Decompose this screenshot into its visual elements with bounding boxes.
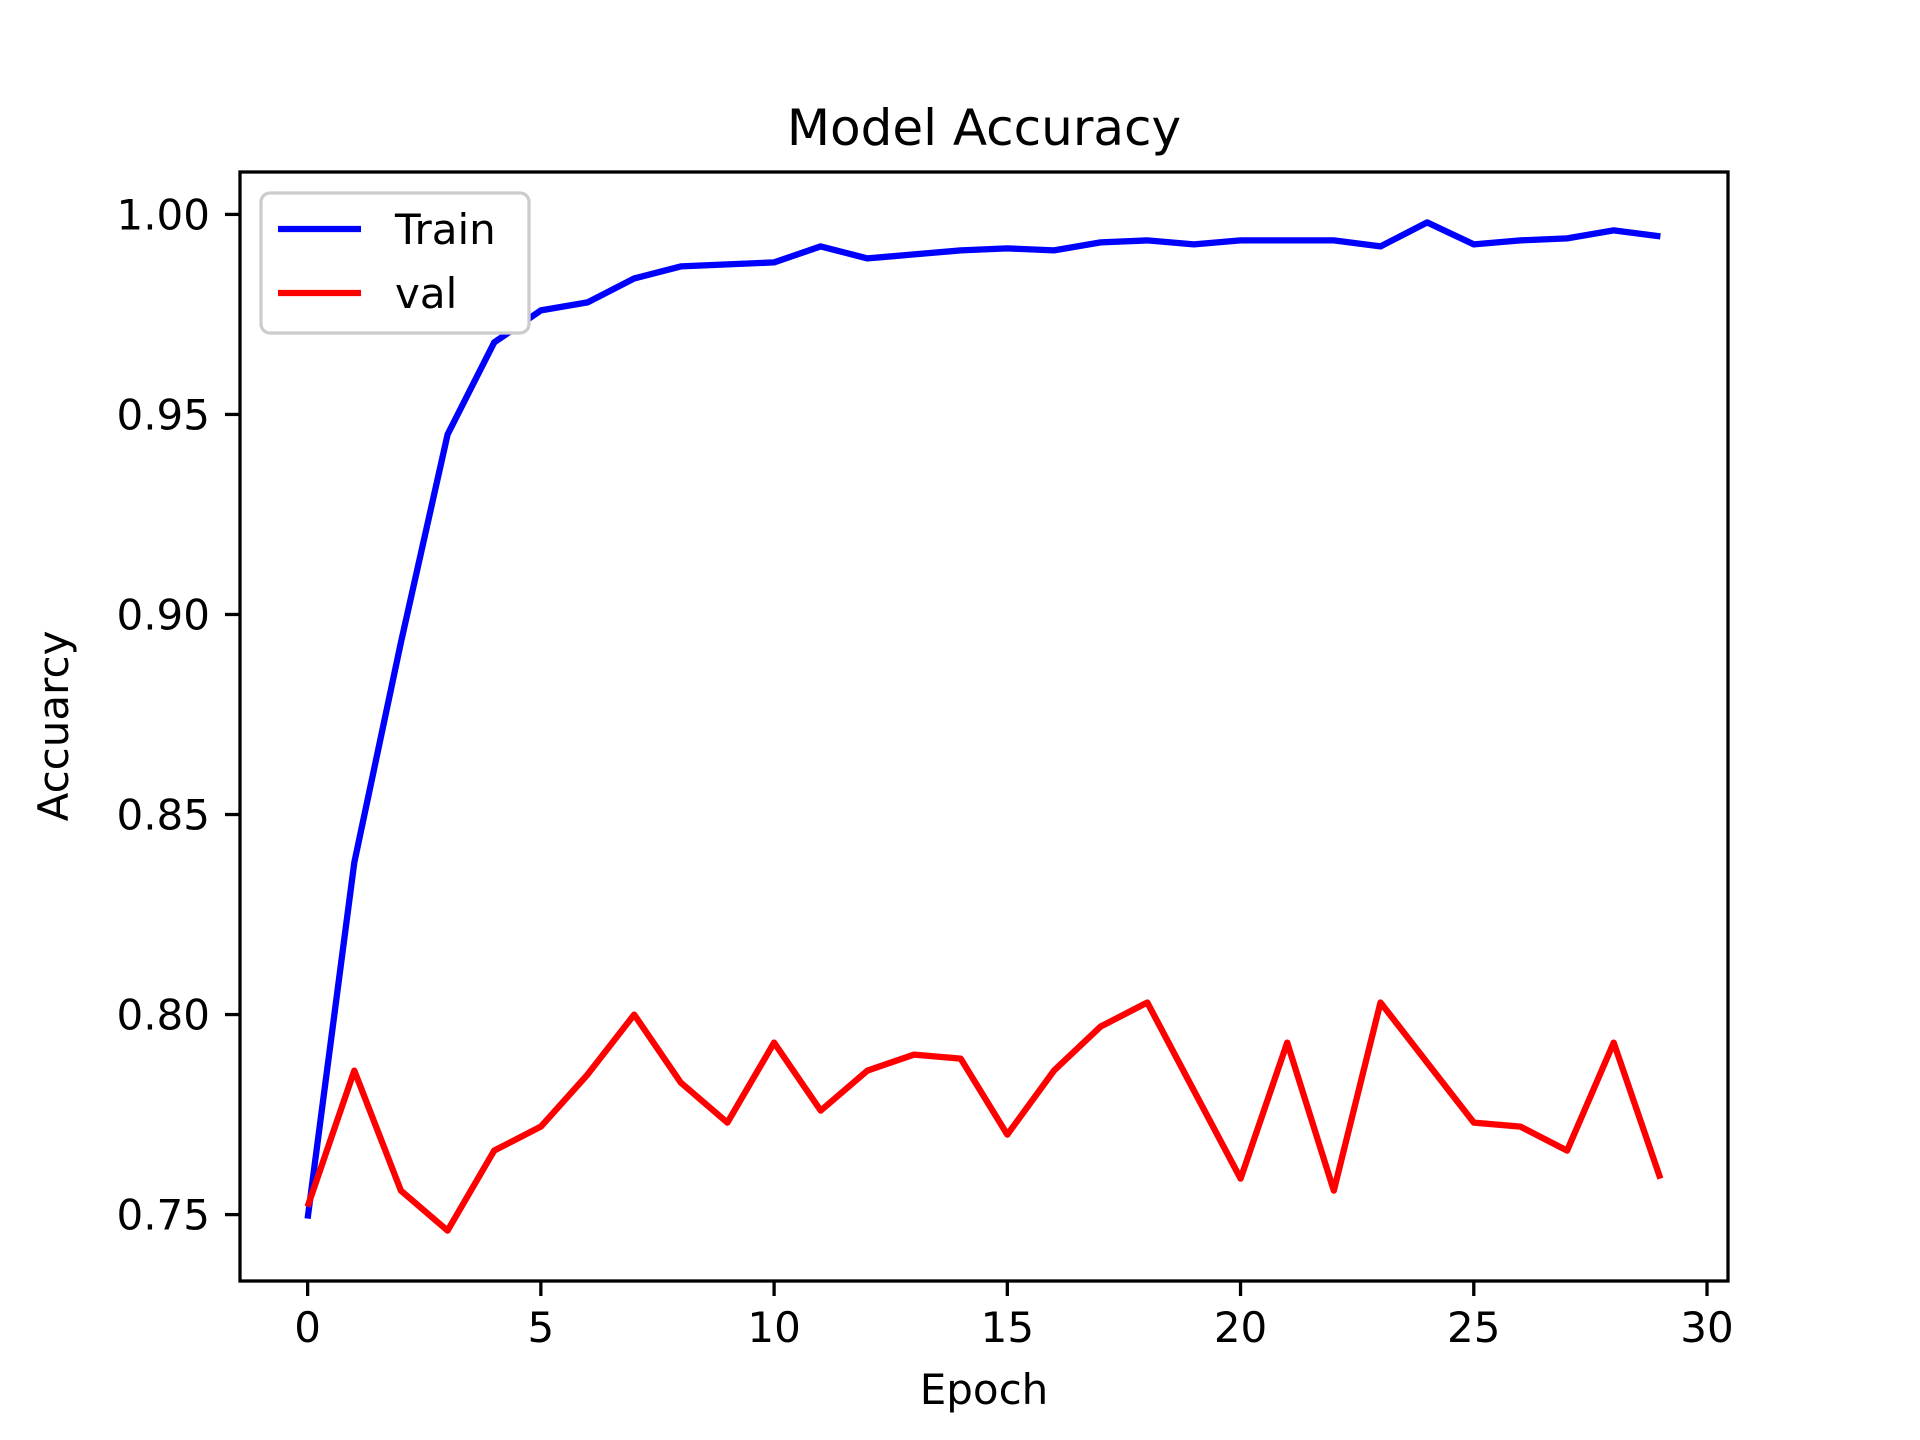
legend-entry-train: Train — [278, 205, 496, 254]
val-line — [304, 999, 1664, 1234]
x-tick-label: 5 — [527, 1303, 554, 1352]
x-tick-label: 20 — [1214, 1303, 1267, 1352]
y-axis-ticks: 0.75 0.80 0.85 0.90 0.95 1.00 — [116, 190, 240, 1240]
legend-entry-val: val — [278, 269, 457, 318]
series-group — [304, 219, 1664, 1234]
x-tick-label: 25 — [1447, 1303, 1500, 1352]
y-tick-label: 0.90 — [116, 590, 210, 639]
train-line — [304, 219, 1661, 1220]
x-tick-label: 30 — [1680, 1303, 1733, 1352]
x-axis-label: Epoch — [920, 1365, 1049, 1414]
y-axis-label: Accuarcy — [29, 631, 78, 822]
y-tick-label: 1.00 — [116, 190, 210, 239]
x-tick-label: 10 — [747, 1303, 800, 1352]
chart-title: Model Accuracy — [787, 99, 1181, 157]
val-legend-label: val — [395, 269, 457, 318]
y-tick-label: 0.80 — [116, 991, 210, 1040]
y-tick-label: 0.85 — [116, 791, 210, 840]
plot-border — [238, 170, 1730, 1283]
y-tick-label: 0.75 — [116, 1191, 210, 1240]
x-axis-ticks: 0 5 10 15 20 25 30 — [294, 1281, 1734, 1352]
train-legend-label: Train — [394, 205, 496, 254]
x-tick-label: 0 — [294, 1303, 321, 1352]
legend: Train val — [259, 191, 531, 335]
x-tick-label: 15 — [981, 1303, 1034, 1352]
y-tick-label: 0.95 — [116, 390, 210, 439]
